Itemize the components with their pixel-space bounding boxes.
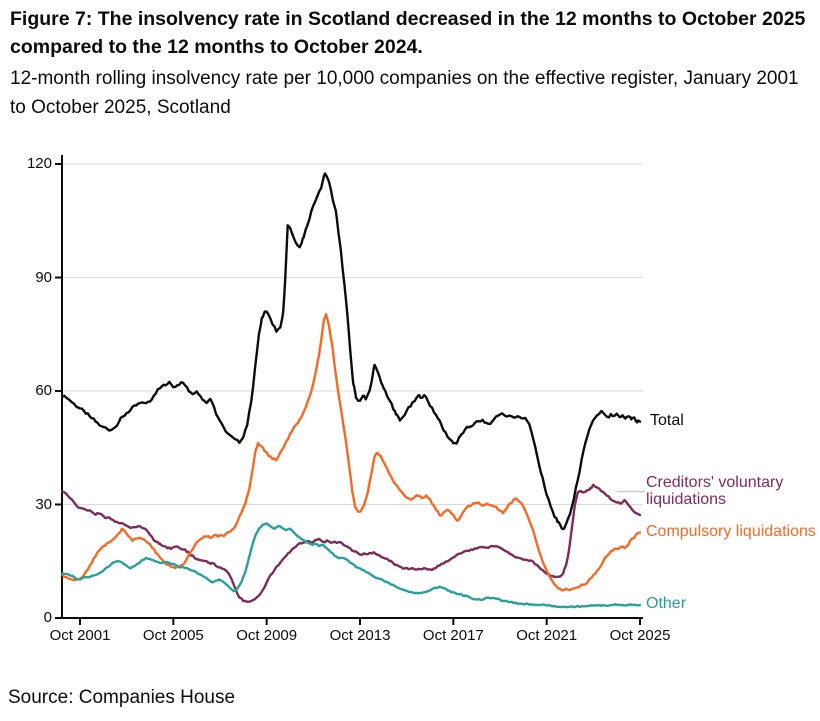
series-label-line: Compulsory liquidations bbox=[646, 523, 816, 541]
series-label-creditors-voluntary-liquidations: Creditors' voluntary liquidations bbox=[646, 475, 783, 508]
series-label-other: Other bbox=[646, 596, 686, 613]
x-axis-label-oct-2005: Oct 2005 bbox=[142, 627, 204, 644]
series-line-total bbox=[61, 172, 642, 531]
x-axis-label-oct-2013: Oct 2013 bbox=[329, 627, 391, 644]
y-axis-label-90: 90 bbox=[35, 268, 52, 286]
x-axis-label-oct-2001: Oct 2001 bbox=[49, 627, 111, 644]
x-axis-label-oct-2017: Oct 2017 bbox=[422, 627, 484, 644]
series-line-creditors-voluntary-liquidations bbox=[61, 483, 642, 603]
x-axis-label-oct-2009: Oct 2009 bbox=[236, 627, 298, 644]
y-axis-label-120: 120 bbox=[26, 155, 52, 172]
series-label-line: Other bbox=[646, 595, 687, 613]
series-label-compulsory-liquidations: Compulsory liquidations bbox=[646, 524, 816, 541]
x-axis-label-oct-2025: Oct 2025 bbox=[609, 627, 671, 644]
figure-subtitle: 12-month rolling insolvency rate per 10,… bbox=[10, 68, 799, 118]
y-axis-label-60: 60 bbox=[35, 382, 52, 399]
source-note: Source: Companies House bbox=[8, 687, 236, 708]
y-axis-label-0: 0 bbox=[43, 609, 52, 626]
series-label-line: Total bbox=[650, 412, 684, 430]
series-label-line: Creditors' voluntary bbox=[646, 474, 784, 492]
series-label-total: Total bbox=[650, 413, 684, 430]
series-line-other bbox=[61, 522, 642, 609]
y-axis-label-30: 30 bbox=[35, 495, 52, 513]
figure-title: Figure 7: The insolvency rate in Scotlan… bbox=[10, 8, 806, 58]
x-axis-label-oct-2021: Oct 2021 bbox=[516, 627, 578, 644]
series-label-line: liquidations bbox=[646, 490, 727, 508]
